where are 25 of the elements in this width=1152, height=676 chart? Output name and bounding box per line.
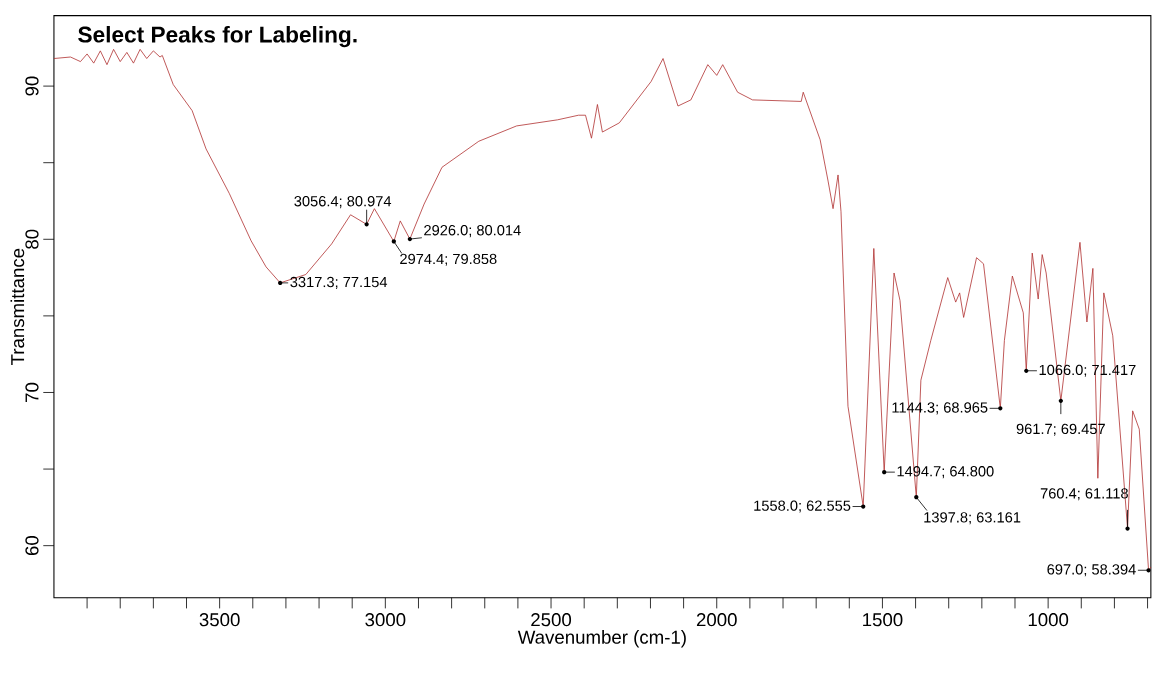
annotation: 1558.0; 62.555 [754, 500, 851, 513]
y-tick-label: 80 [25, 229, 39, 249]
x-axis-title: Wavenumber (cm-1) [517, 629, 686, 648]
annotation: 3317.3; 77.154 [290, 276, 388, 289]
annotation: 697.0; 58.394 [1047, 564, 1136, 577]
annotation: 1494.7; 64.800 [897, 465, 994, 479]
annotation: 1066.0; 71.417 [1039, 364, 1136, 377]
annotation: 1144.3; 68.965 [892, 402, 988, 415]
annotation: 3056.4; 80.974 [294, 195, 392, 208]
x-tick-label: 3000 [365, 612, 406, 627]
y-tick-label: 70 [25, 382, 39, 402]
annotation: 2974.4; 79.858 [400, 253, 497, 266]
y-axis-title: Transmittance [10, 248, 25, 365]
annotation: 2926.0; 80.014 [424, 224, 521, 237]
annotation: 760.4; 61.118 [1040, 488, 1128, 501]
x-tick-label: 1000 [1028, 612, 1069, 627]
y-tick-label: 60 [25, 535, 39, 555]
annotation: 1397.8; 63.161 [924, 512, 1021, 525]
x-tick-label: 3500 [199, 612, 240, 627]
y-tick-label: 90 [25, 76, 39, 96]
x-tick-label: 2500 [531, 612, 572, 627]
annotation: 961.7; 69.457 [1016, 423, 1105, 436]
x-tick-label: 2000 [696, 612, 737, 627]
x-tick-label: 1500 [863, 612, 903, 627]
chart-title: Select Peaks for Labeling. [78, 25, 357, 48]
